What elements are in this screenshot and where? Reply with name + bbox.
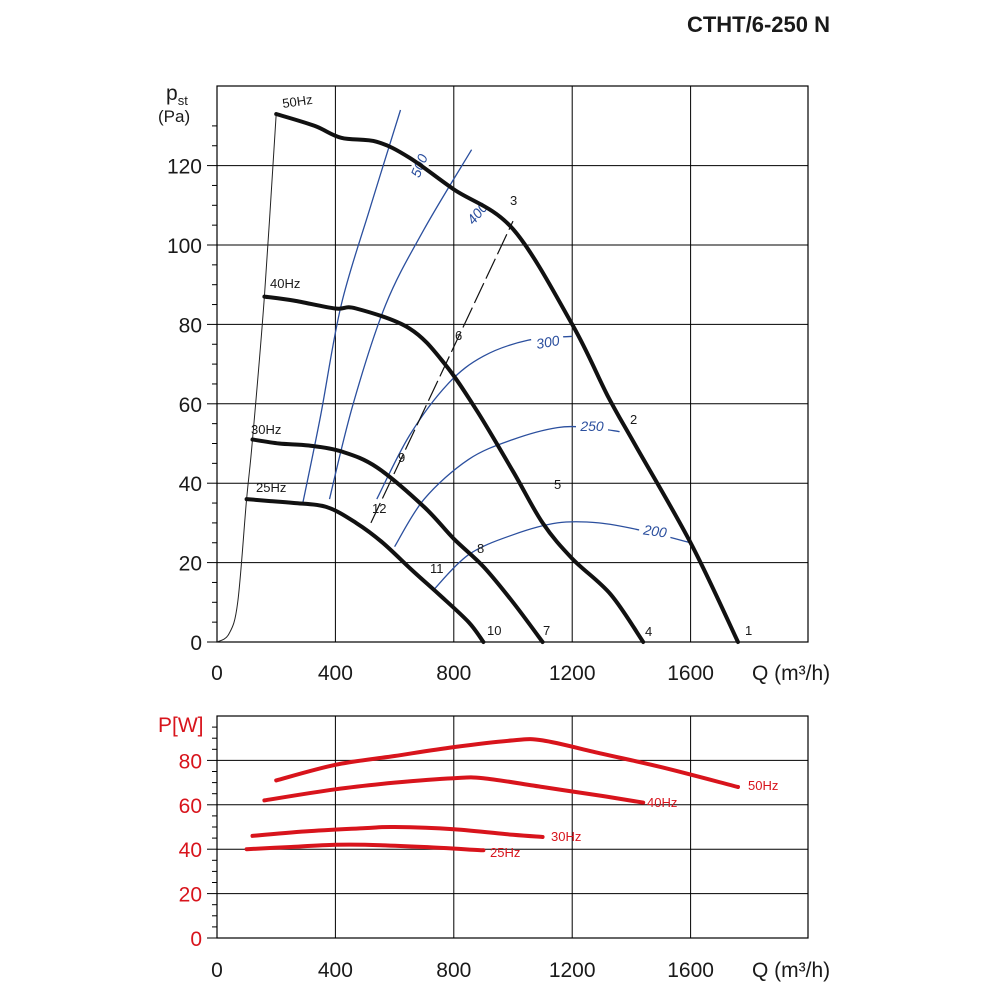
pressure-curve-25Hz bbox=[244, 497, 486, 644]
x-tick-label: 400 bbox=[318, 662, 353, 685]
point-label: 10 bbox=[487, 623, 501, 638]
x-tick-label: 800 bbox=[436, 662, 471, 685]
power-x-tick-label: 800 bbox=[436, 959, 471, 982]
point-label: 11 bbox=[430, 561, 444, 576]
y-axis-label: pst bbox=[166, 82, 188, 108]
power-x-axis-label: Q (m³/h) bbox=[752, 959, 830, 982]
point-label: 6 bbox=[455, 328, 462, 343]
system-curve bbox=[216, 113, 514, 643]
efficiency-label-bg bbox=[576, 419, 608, 435]
efficiency-line-400 bbox=[328, 149, 473, 500]
point-label: 7 bbox=[543, 623, 550, 638]
plot-frame bbox=[216, 85, 809, 643]
power-curve-30Hz bbox=[250, 824, 545, 839]
point-label: 2 bbox=[630, 412, 637, 427]
efficiency-label: 250 bbox=[579, 418, 604, 434]
y-tick-label: 0 bbox=[190, 632, 202, 655]
power-y-tick-label: 0 bbox=[190, 928, 202, 951]
power-curve-50Hz bbox=[274, 737, 740, 789]
y-tick-label: 120 bbox=[167, 156, 202, 179]
x-tick-label: 1200 bbox=[549, 662, 596, 685]
power-x-tick-label: 1600 bbox=[667, 959, 714, 982]
power-curve-label: 30Hz bbox=[551, 829, 581, 844]
system-curve-line bbox=[216, 113, 277, 643]
power-chart-grid: 0 400 800 1200 1600 0 20 40 60 80 P[W] Q (m³/h) bbox=[158, 714, 830, 982]
power-y-axis-label: P[W] bbox=[158, 714, 204, 737]
point-label: 5 bbox=[554, 477, 561, 492]
curve-label: 30Hz bbox=[251, 422, 281, 437]
pressure-curve-40Hz bbox=[262, 294, 646, 644]
efficiency-label: 300 bbox=[535, 332, 561, 352]
power-chart-labels: 50Hz 40Hz 30Hz 25Hz bbox=[490, 778, 778, 860]
point-label: 8 bbox=[477, 541, 484, 556]
pressure-curve-50Hz bbox=[274, 112, 740, 644]
point-label: 12 bbox=[372, 501, 386, 516]
y-tick-label: 60 bbox=[179, 394, 202, 417]
x-axis-label: Q (m³/h) bbox=[752, 662, 830, 685]
pressure-curve-30Hz bbox=[250, 437, 545, 644]
curve-label: 25Hz bbox=[256, 480, 286, 495]
curve-label: 40Hz bbox=[270, 276, 300, 291]
efficiency-line-300 bbox=[376, 335, 573, 500]
point-label: 1 bbox=[745, 623, 752, 638]
y-tick-label: 80 bbox=[179, 314, 202, 337]
power-curve-label: 50Hz bbox=[748, 778, 778, 793]
chart-title: CTHT/6-250 N bbox=[686, 12, 830, 37]
power-y-tick-label: 60 bbox=[179, 795, 202, 818]
power-curve-label: 25Hz bbox=[490, 845, 520, 860]
power-curves bbox=[244, 737, 740, 853]
efficiency-label-bg bbox=[638, 521, 672, 543]
power-x-tick-label: 400 bbox=[318, 959, 353, 982]
y-tick-label: 40 bbox=[179, 473, 202, 496]
power-x-tick-label: 0 bbox=[211, 959, 223, 982]
x-tick-label: 1600 bbox=[667, 662, 714, 685]
y-tick-label: 20 bbox=[179, 553, 202, 576]
point-label: 4 bbox=[645, 624, 652, 639]
x-tick-label: 0 bbox=[211, 662, 223, 685]
efficiency-line-250 bbox=[394, 425, 620, 548]
power-y-tick-label: 80 bbox=[179, 750, 202, 773]
efficiency-label-bg bbox=[530, 332, 566, 354]
curve-label: 50Hz bbox=[281, 92, 313, 111]
pressure-curves bbox=[244, 112, 740, 644]
power-curve-25Hz bbox=[244, 842, 486, 853]
efficiency-label: 200 bbox=[641, 521, 668, 540]
point-label: 3 bbox=[510, 193, 517, 208]
y-axis-unit: (Pa) bbox=[158, 107, 190, 126]
efficiency-line-500 bbox=[302, 109, 402, 504]
power-plot-frame bbox=[216, 715, 809, 939]
power-x-tick-label: 1200 bbox=[549, 959, 596, 982]
power-y-tick-label: 20 bbox=[179, 884, 202, 907]
power-curve-label: 40Hz bbox=[647, 795, 677, 810]
operating-dashed-line bbox=[370, 220, 514, 524]
y-tick-label: 100 bbox=[167, 235, 202, 258]
point-label: 9 bbox=[398, 450, 405, 465]
power-y-tick-label: 40 bbox=[179, 839, 202, 862]
power-curve-40Hz bbox=[262, 775, 646, 805]
y-axis-label-sub: st bbox=[178, 93, 189, 108]
